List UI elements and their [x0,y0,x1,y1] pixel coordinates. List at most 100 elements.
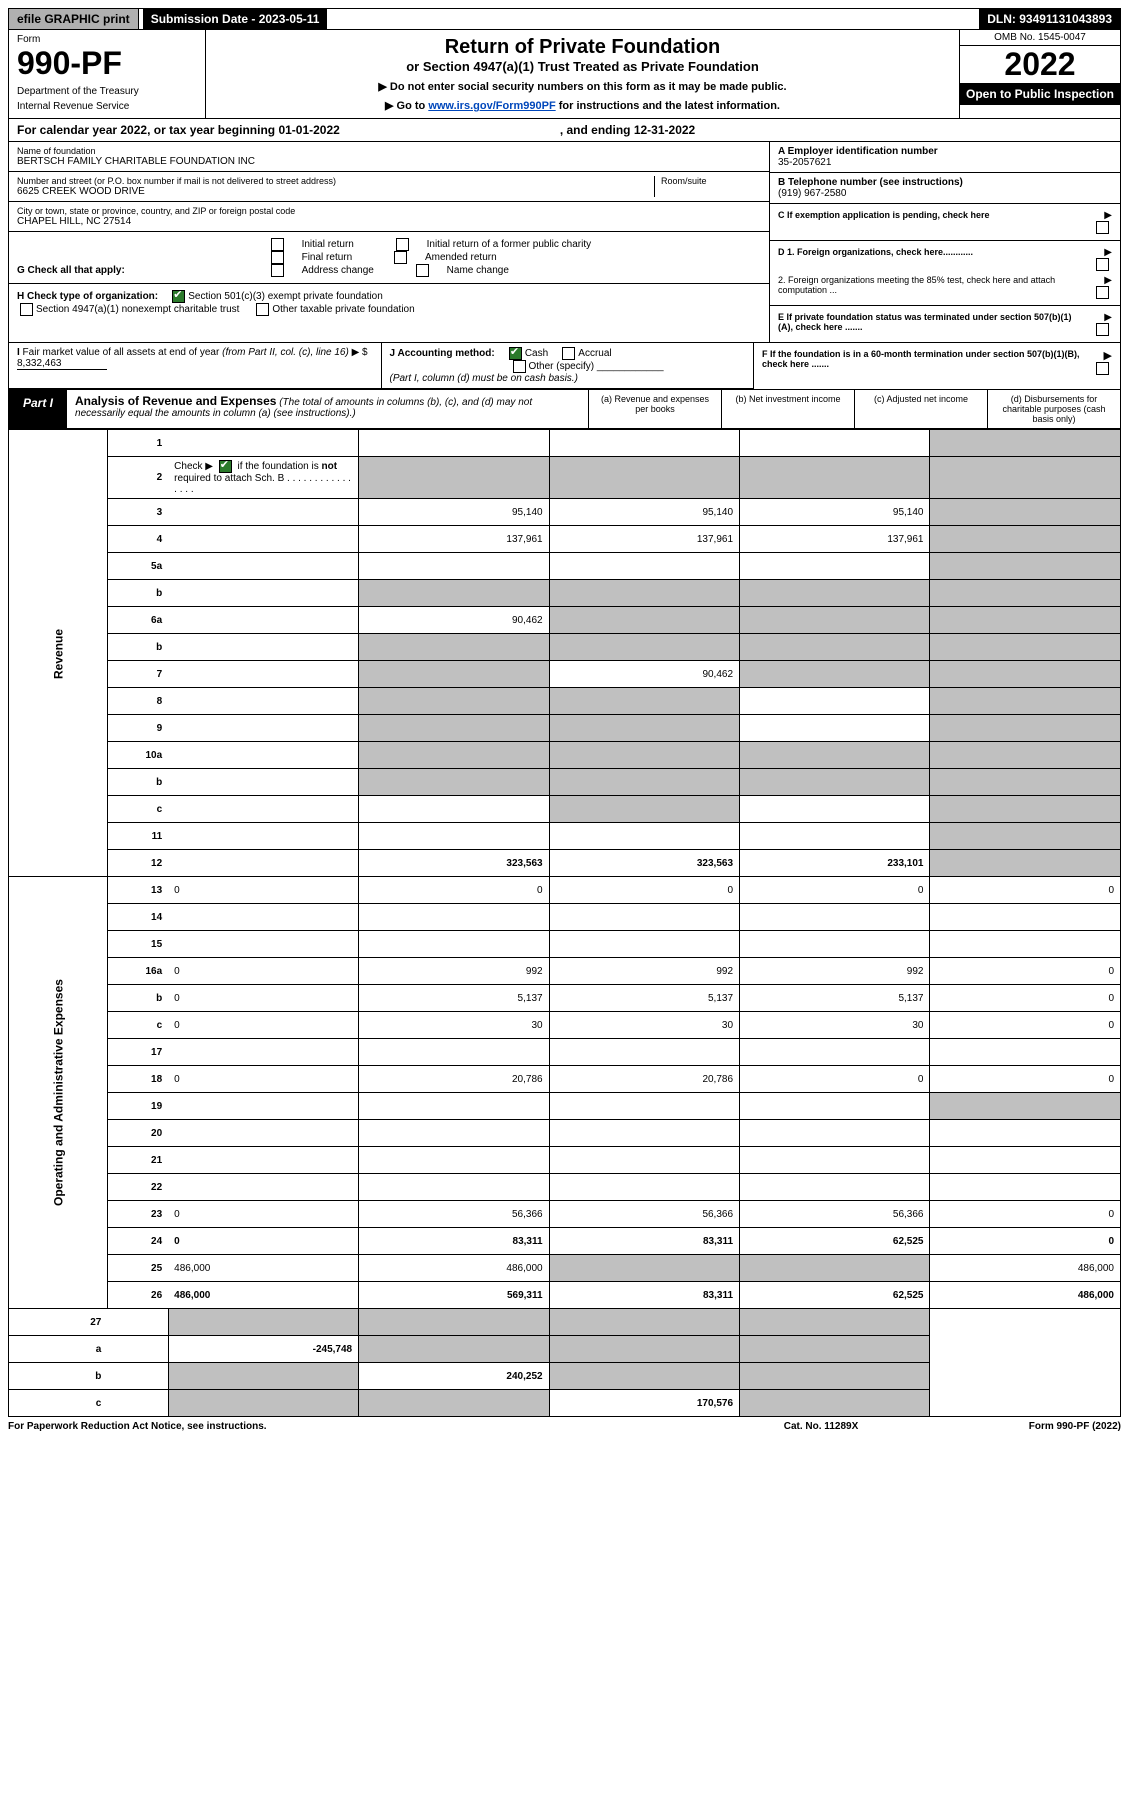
g-initial-return[interactable]: Initial return [268,239,372,250]
cell-b [549,1120,739,1147]
h-4947[interactable]: Section 4947(a)(1) nonexempt charitable … [17,304,239,315]
cell-a: 20,786 [359,1066,549,1093]
cell-a [359,823,549,850]
cell-c: 56,366 [740,1201,930,1228]
g-initial-former[interactable]: Initial return of a former public charit… [393,239,610,250]
h-label: H Check type of organization: [17,291,158,302]
cell-a: 137,961 [359,526,549,553]
line-number: 10a [107,742,168,769]
table-row: 8 [9,688,1121,715]
h-501c3[interactable]: Section 501(c)(3) exempt private foundat… [169,291,383,302]
line-desc [168,607,358,634]
line-number: 14 [107,904,168,931]
line-desc [168,661,358,688]
cell-a [359,661,549,688]
cell-a [168,1363,358,1390]
cell-d: 0 [930,877,1121,904]
line-number: b [107,769,168,796]
d2-foreign-85[interactable]: 2. Foreign organizations meeting the 85%… [778,273,1112,301]
line-number: 9 [107,715,168,742]
line-number: 12 [107,850,168,877]
form-note-2: ▶ Go to www.irs.gov/Form990PF for instru… [214,99,951,112]
foundation-name-cell: Name of foundation BERTSCH FAMILY CHARIT… [9,142,769,172]
cell-a [359,715,549,742]
cell-b [549,553,739,580]
ein-cell: A Employer identification number 35-2057… [770,142,1120,173]
cell-a [359,931,549,958]
j-accrual[interactable]: Accrual [559,348,611,359]
submission-date: Submission Date - 2023-05-11 [143,9,328,29]
cell-b [549,688,739,715]
g-final-return[interactable]: Final return [268,252,371,263]
cell-c: 170,576 [549,1390,739,1417]
cell-c [740,688,930,715]
cell-c [740,1093,930,1120]
table-row: 2Check ▶ if the foundation is not requir… [9,457,1121,499]
table-row: c [9,796,1121,823]
city-label: City or town, state or province, country… [17,206,761,216]
j-other[interactable]: Other (specify) ____________ [510,361,664,372]
cell-b [549,796,739,823]
irs-link[interactable]: www.irs.gov/Form990PF [428,100,555,112]
cell-a [359,1039,549,1066]
line-desc [168,553,358,580]
d-check-cell: D 1. Foreign organizations, check here..… [770,241,1120,306]
cell-a [359,553,549,580]
note2-pre: ▶ Go to [385,100,428,112]
h-other-taxable[interactable]: Other taxable private foundation [253,304,414,315]
cell-c: 30 [740,1012,930,1039]
cell-a [359,457,549,499]
cell-a: 30 [359,1012,549,1039]
i-j-cell: I Fair market value of all assets at end… [9,343,753,389]
line-desc: 0 [168,985,358,1012]
addr-label: Number and street (or P.O. box number if… [17,176,654,186]
i-label: I Fair market value of all assets at end… [17,347,368,358]
g-amended-return[interactable]: Amended return [391,252,515,263]
line-number: 23 [107,1201,168,1228]
j-cash[interactable]: Cash [506,348,548,359]
part1-tab: Part I [9,390,67,428]
c-exemption-pending[interactable]: C If exemption application is pending, c… [778,208,1112,236]
open-to-public: Open to Public Inspection [960,83,1120,105]
line-number: 2 [107,457,168,499]
room-label: Room/suite [661,176,761,186]
line-number: b [107,634,168,661]
foundation-name: BERTSCH FAMILY CHARITABLE FOUNDATION INC [17,156,761,167]
line-number: 5a [107,553,168,580]
g-name-change[interactable]: Name change [413,265,527,276]
dept-treasury: Department of the Treasury [17,86,197,97]
d1-foreign[interactable]: D 1. Foreign organizations, check here..… [778,245,1112,273]
f-60month[interactable]: F If the foundation is in a 60-month ter… [762,347,1112,377]
cell-d [930,634,1121,661]
line-desc [168,850,358,877]
cell-d [930,430,1121,457]
form-number: 990-PF [17,45,197,82]
cell-b [549,742,739,769]
efile-print-button[interactable]: efile GRAPHIC print [9,9,139,29]
cell-a: 90,462 [359,607,549,634]
cell-b: 240,252 [359,1363,549,1390]
omb-number: OMB No. 1545-0047 [960,30,1120,46]
entity-info: Name of foundation BERTSCH FAMILY CHARIT… [8,142,1121,343]
line-number: c [107,796,168,823]
cell-a [359,742,549,769]
side-label: Revenue [9,430,108,877]
part1-table: Revenue12Check ▶ if the foundation is no… [8,429,1121,1417]
table-row: 14 [9,904,1121,931]
g-address-change[interactable]: Address change [268,265,392,276]
cell-c [740,769,930,796]
street-address: 6625 CREEK WOOD DRIVE [17,186,654,197]
e-terminated[interactable]: E If private foundation status was termi… [778,310,1112,338]
cell-c [740,553,930,580]
cell-d [930,526,1121,553]
cell-d: 486,000 [930,1282,1121,1309]
cell-c [740,715,930,742]
table-row: 11 [9,823,1121,850]
cell-b: 5,137 [549,985,739,1012]
line-number: 8 [107,688,168,715]
line-number: c [107,1012,168,1039]
table-row: 15 [9,931,1121,958]
phone-cell: B Telephone number (see instructions) (9… [770,173,1120,204]
cell-c [740,796,930,823]
line-desc: 0 [168,1012,358,1039]
